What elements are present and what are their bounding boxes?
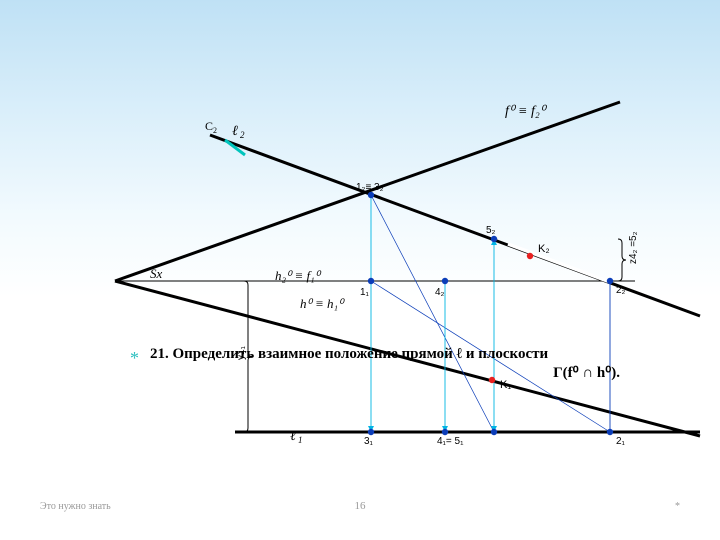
svg-text:3₁: 3₁ [364,436,374,447]
task-line1: 21. Определить взаимное положение прямой… [150,346,548,362]
diagram: C2ℓ2ℓ1Sxf⁰ ≡ f₂⁰h₂⁰ ≡ f₁⁰h⁰ ≡ h₁⁰1₂≡ 3₂1… [0,0,720,540]
svg-text:z4₂ =5₂: z4₂ =5₂ [628,231,639,264]
bullet-asterisk: * [130,348,139,369]
task-text: 21. Определить взаимное положение прямой… [150,346,680,382]
svg-text:1₁: 1₁ [360,287,370,298]
svg-text:4₁= 5₁: 4₁= 5₁ [437,436,464,447]
svg-text:Sx: Sx [150,266,163,281]
svg-text:f⁰ ≡ f₂⁰: f⁰ ≡ f₂⁰ [505,104,548,119]
svg-text:2: 2 [213,126,217,135]
footer-page: 16 [0,500,720,512]
svg-text:h₂⁰ ≡ f₁⁰: h₂⁰ ≡ f₁⁰ [275,268,322,283]
svg-text:5₂: 5₂ [486,225,496,236]
svg-text:ℓ: ℓ [232,124,238,139]
task-line2: Г(f⁰ ∩ h⁰). [150,363,680,382]
svg-text:ℓ: ℓ [290,429,296,444]
svg-text:1₂≡ 3₂: 1₂≡ 3₂ [356,182,384,193]
svg-text:1: 1 [298,435,303,445]
svg-text:K₂: K₂ [538,243,550,255]
svg-text:2₂: 2₂ [616,285,626,296]
svg-text:C: C [205,119,213,133]
svg-text:2₁: 2₁ [616,436,626,447]
footer-right: * [675,501,680,512]
slide: { "title_line1": "21. Определить взаимно… [0,0,720,540]
svg-text:2: 2 [240,130,245,140]
svg-text:h⁰ ≡ h₁⁰: h⁰ ≡ h₁⁰ [300,296,345,311]
svg-text:4₂: 4₂ [435,287,445,298]
